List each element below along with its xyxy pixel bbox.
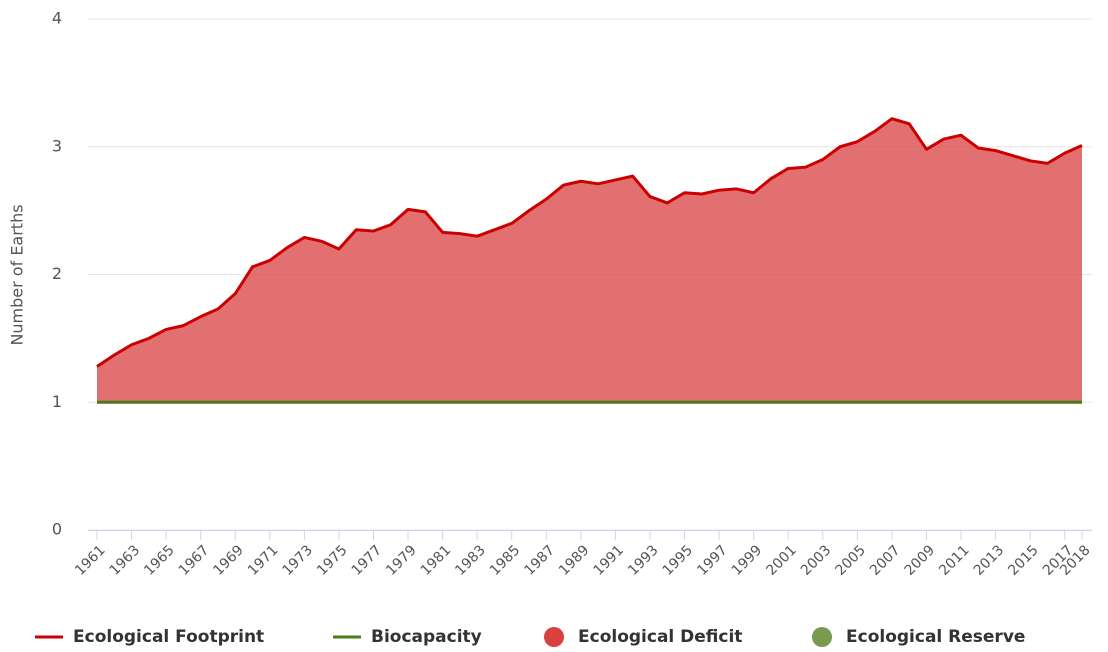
- x-tick-label: 1995: [660, 542, 697, 579]
- x-tick-label: 1987: [521, 542, 558, 579]
- x-tick-label: 1993: [625, 542, 662, 579]
- x-tick-label: 1977: [349, 542, 386, 579]
- y-axis-label: Number of Earths: [8, 204, 27, 345]
- legend-label: Ecological Footprint: [73, 627, 264, 647]
- x-tick-label: 1985: [487, 542, 524, 579]
- x-tick-label: 1969: [210, 542, 247, 579]
- legend-label: Biocapacity: [371, 627, 482, 647]
- x-tick-label: 1981: [418, 542, 455, 579]
- series-line: [96, 117, 1083, 368]
- x-tick-label: 2005: [832, 542, 869, 579]
- y-tick-label: 3: [52, 136, 62, 155]
- y-tick-label: 2: [52, 264, 62, 283]
- x-tick-label: 1983: [452, 542, 489, 579]
- x-tick-label: 1991: [591, 542, 628, 579]
- x-tick-label: 1965: [141, 542, 178, 579]
- x-tick-label: 1999: [729, 542, 766, 579]
- x-tick-label: 1961: [72, 542, 109, 579]
- x-tick-label: 2009: [902, 542, 939, 579]
- y-tick-label: 0: [52, 520, 62, 539]
- x-tick-label: 2013: [971, 542, 1008, 579]
- x-tick-label: 2007: [867, 542, 904, 579]
- y-tick-label: 1: [52, 392, 62, 411]
- x-tick-label: 1973: [280, 542, 317, 579]
- x-tick-label: 2003: [798, 542, 835, 579]
- x-tick-label: 1997: [694, 542, 731, 579]
- x-tick-label: 2001: [763, 542, 800, 579]
- x-tick-label: 2015: [1005, 542, 1042, 579]
- x-tick-label: 1979: [383, 542, 420, 579]
- x-tick-label: 1971: [245, 542, 282, 579]
- legend-label: Ecological Reserve: [846, 627, 1025, 647]
- x-tick-label: 1963: [107, 542, 144, 579]
- legend-label: Ecological Deficit: [578, 627, 742, 647]
- x-tick-label: 1975: [314, 542, 351, 579]
- legend-symbol: [812, 627, 832, 647]
- x-tick-label: 1989: [556, 542, 593, 579]
- x-tick-label: 1967: [176, 542, 213, 579]
- x-tick-label: 2011: [936, 542, 973, 579]
- y-tick-label: 4: [52, 9, 62, 28]
- deficit-area: [97, 118, 1082, 403]
- legend-symbol: [544, 627, 564, 647]
